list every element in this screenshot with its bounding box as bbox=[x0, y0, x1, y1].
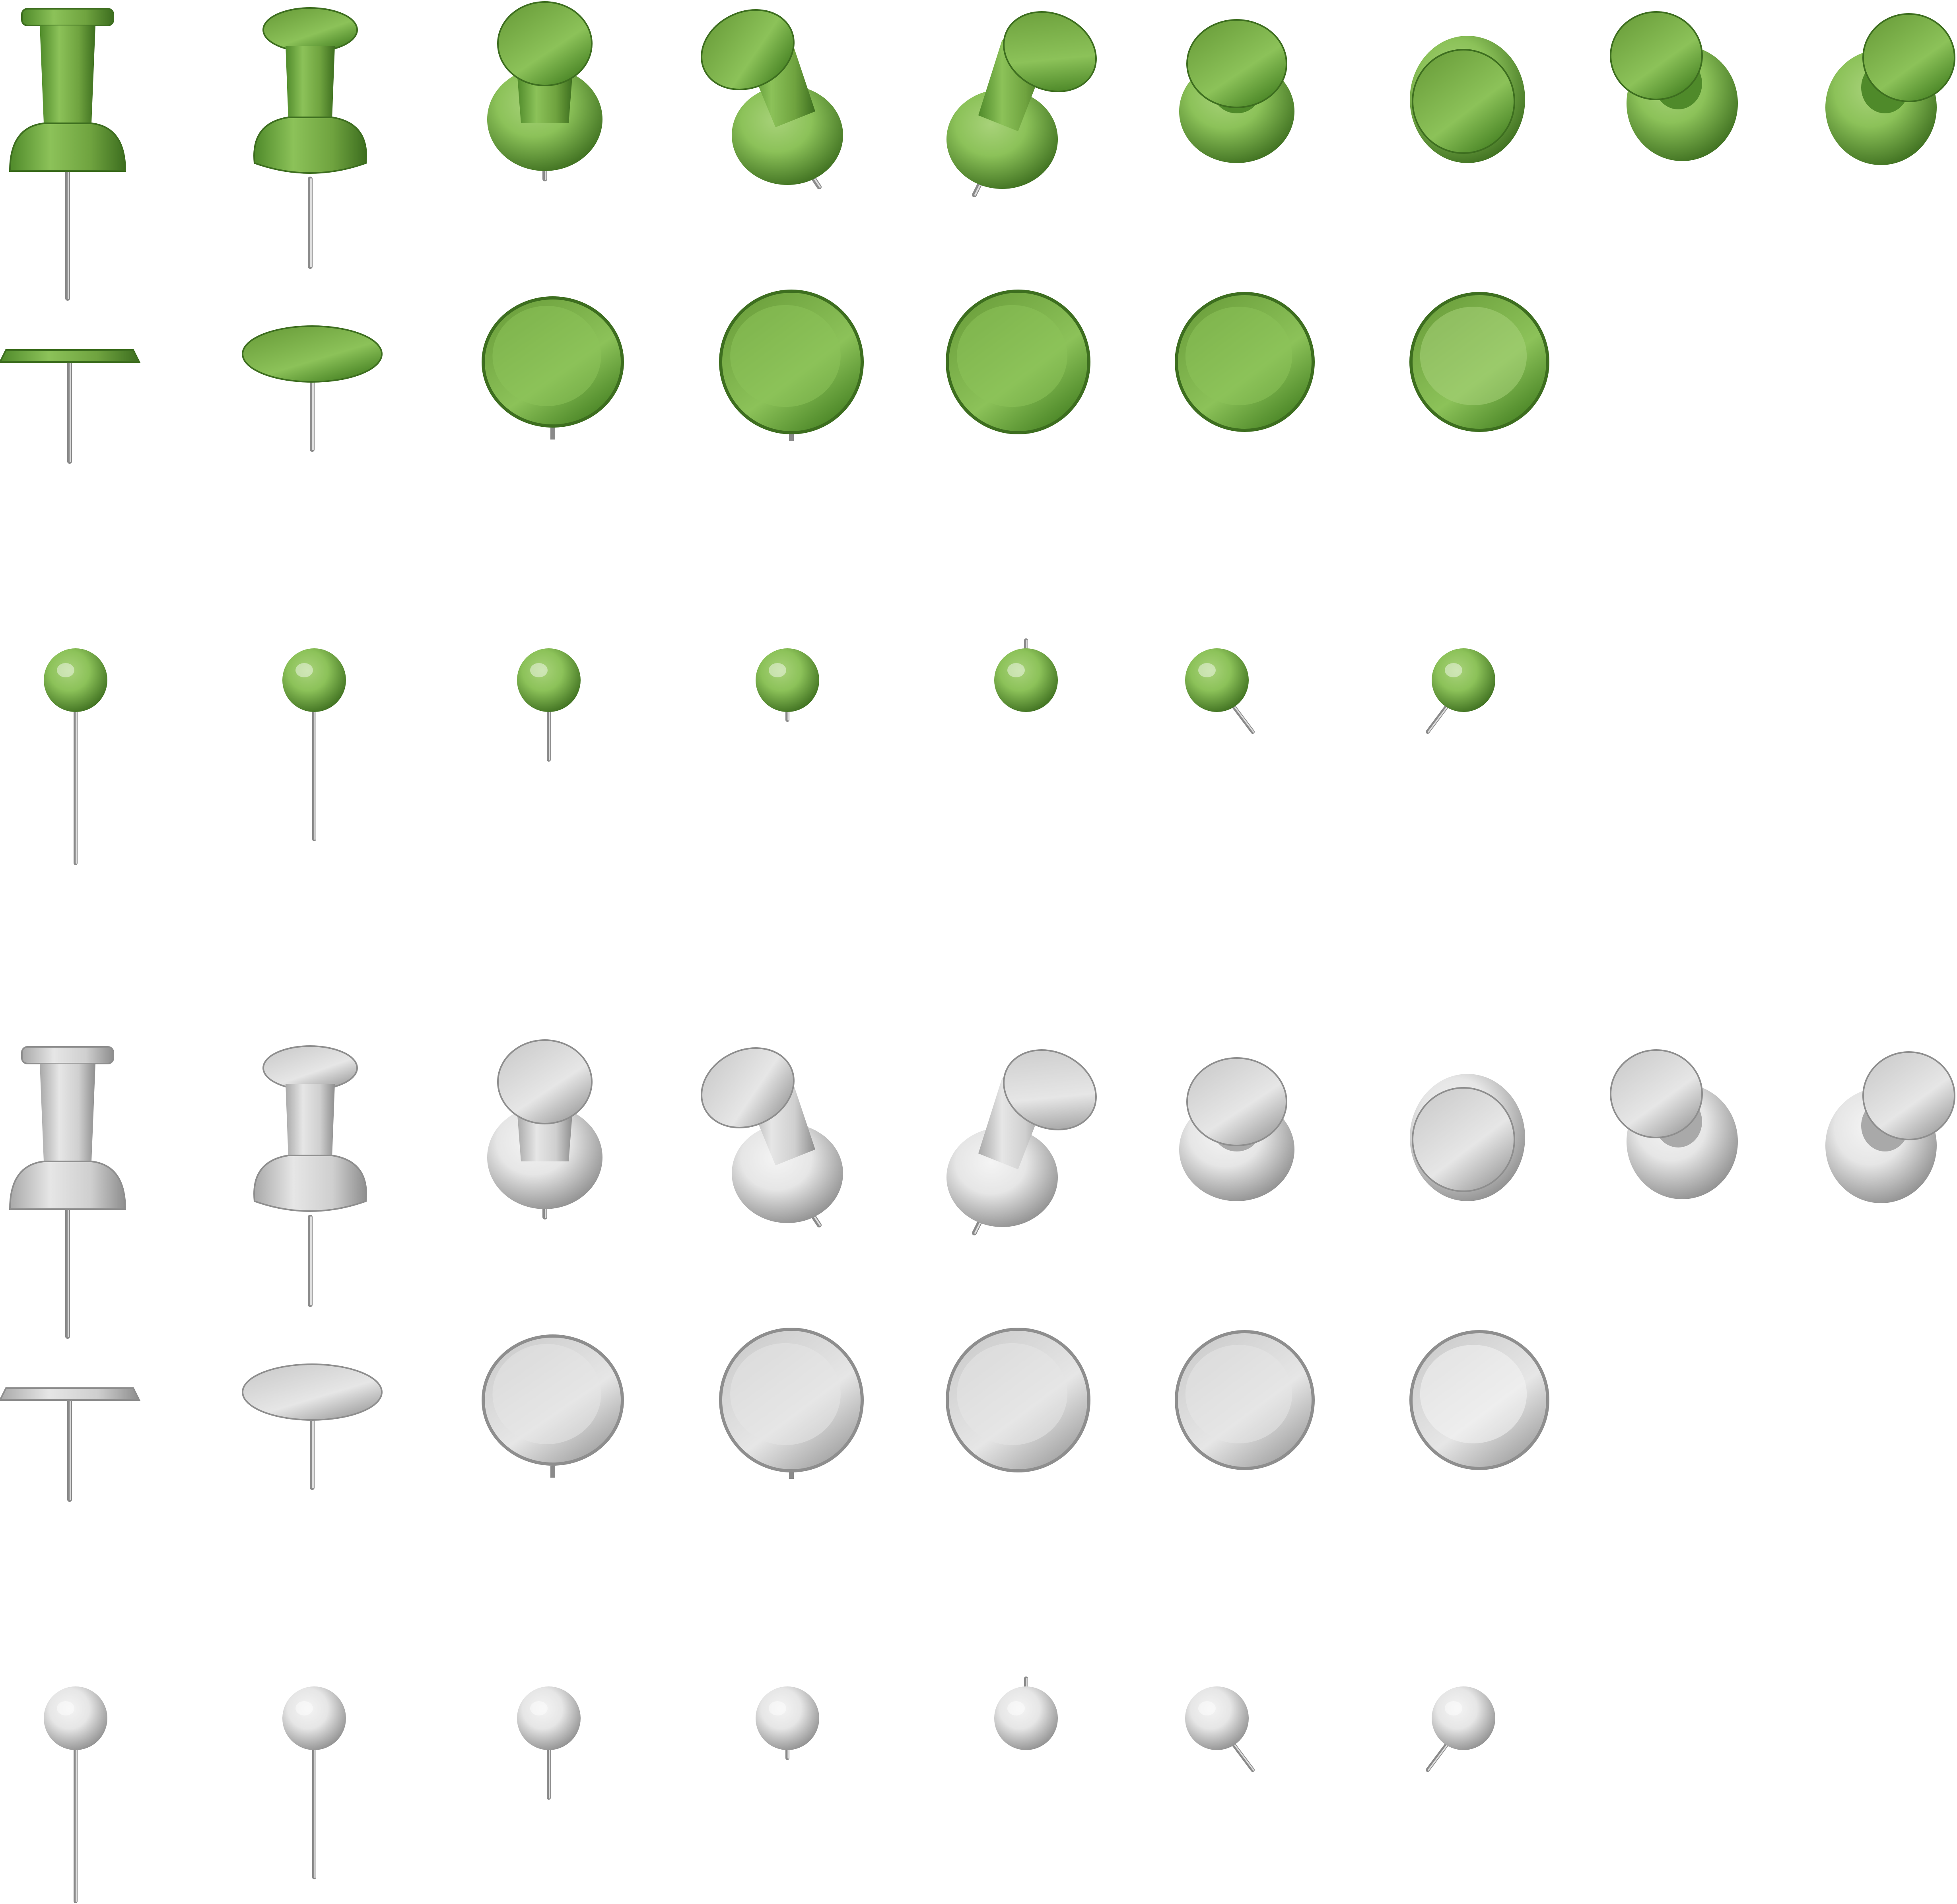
white-ball-pin-stub-icon bbox=[756, 1686, 819, 1760]
white-push-pin-three-quarter-icon bbox=[253, 1045, 367, 1307]
green-thumbtack-top-light-icon bbox=[1409, 292, 1549, 432]
white-thumbtack-top-front-icon bbox=[482, 1334, 624, 1478]
white-ball-pin-top-icon bbox=[994, 1676, 1058, 1750]
green-push-pin-top-down-icon bbox=[1179, 19, 1294, 163]
green-push-pin-top-front-icon bbox=[487, 1, 602, 181]
green-ball-pin-top-icon bbox=[994, 638, 1058, 712]
white-push-pin-top-front-icon bbox=[487, 1039, 602, 1219]
white-thumbtack-top-shaded-icon bbox=[1175, 1330, 1315, 1470]
green-push-pin-three-quarter-icon bbox=[253, 7, 367, 269]
green-push-pin-overhead-icon bbox=[1410, 36, 1525, 163]
green-ball-pin-tilted-right-icon bbox=[1185, 648, 1255, 734]
white-ball-pin-side-icon bbox=[44, 1686, 107, 1903]
white-thumbtack-top-down-icon bbox=[946, 1328, 1090, 1472]
white-thumbtack-three-quarter-icon bbox=[242, 1363, 383, 1490]
green-ball-pin-side-icon bbox=[44, 648, 107, 865]
green-thumbtack-top-front-icon bbox=[482, 296, 624, 440]
green-ball-pin-three-quarter-icon bbox=[282, 648, 346, 841]
white-ball-pin-three-quarter-icon bbox=[282, 1686, 346, 1879]
white-ball-pin-tilted-right-icon bbox=[1185, 1686, 1255, 1772]
green-ball-pin-stub-icon bbox=[756, 648, 819, 722]
white-push-pin-overhead-icon bbox=[1410, 1074, 1525, 1201]
green-thumbtack-top-down-icon bbox=[946, 290, 1090, 434]
green-thumbtack-three-quarter-icon bbox=[242, 325, 383, 452]
white-ball-pin-short-icon bbox=[517, 1686, 581, 1800]
green-ball-pin-short-icon bbox=[517, 648, 581, 762]
white-push-pin-tilted-left-icon bbox=[701, 1047, 843, 1227]
white-push-pin-top-right-icon bbox=[1825, 1051, 1955, 1203]
white-push-pin-side-icon bbox=[9, 1046, 126, 1339]
green-push-pin-tilted-left-icon bbox=[701, 9, 843, 189]
green-ball-pin-tilted-left-icon bbox=[1426, 648, 1495, 734]
green-push-pin-top-right-icon bbox=[1825, 13, 1955, 165]
white-thumbtack-side-icon bbox=[0, 1387, 141, 1502]
green-push-pin-tilted-right-icon bbox=[946, 11, 1097, 197]
green-thumbtack-top-shaded-icon bbox=[1175, 292, 1315, 432]
green-thumbtack-side-icon bbox=[0, 349, 141, 464]
white-push-pin-top-down-icon bbox=[1179, 1057, 1294, 1201]
white-push-pin-tilted-right-icon bbox=[946, 1049, 1097, 1235]
white-ball-pin-tilted-left-icon bbox=[1426, 1686, 1495, 1772]
green-push-pin-side-icon bbox=[9, 8, 126, 301]
white-thumbtack-top-tilted-icon bbox=[719, 1328, 864, 1479]
white-push-pin-top-left-icon bbox=[1610, 1049, 1738, 1199]
green-thumbtack-top-tilted-icon bbox=[719, 290, 864, 441]
white-thumbtack-top-light-icon bbox=[1409, 1330, 1549, 1470]
green-push-pin-top-left-icon bbox=[1610, 11, 1738, 161]
